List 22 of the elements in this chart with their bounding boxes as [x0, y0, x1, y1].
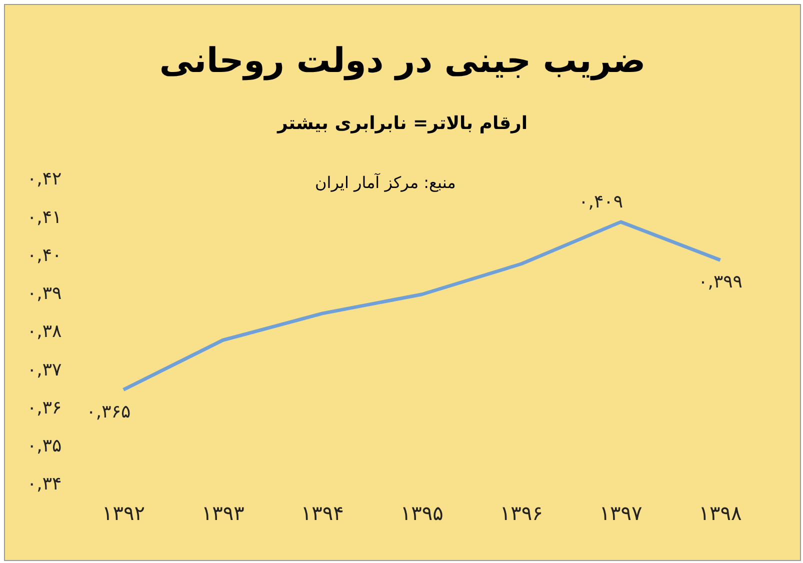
- y-tick-label: ۰,۳۹: [26, 283, 62, 304]
- x-tick-label: ۱۳۹۶: [500, 501, 543, 526]
- chart-title: ضریب جینی در دولت روحانی: [158, 41, 647, 81]
- y-tick-label: ۰,۳۴: [26, 474, 62, 495]
- y-tick-label: ۰,۳۵: [26, 436, 62, 457]
- y-tick-label: ۰,۴۰: [26, 244, 62, 266]
- chart-subtitle: ارقام بالاتر= نابرابری بیشتر: [276, 113, 529, 134]
- data-label: ۰,۳۹۹: [698, 272, 742, 293]
- y-tick-label: ۰,۳۶: [26, 397, 62, 418]
- x-tick-label: ۱۳۹۵: [400, 501, 444, 526]
- x-tick-label: ۱۳۹۲: [102, 501, 145, 526]
- data-label: ۰,۳۶۵: [86, 401, 131, 422]
- x-tick-label: ۱۳۹۳: [201, 501, 245, 526]
- annotation: منبع: مرکز آمار ایران: [315, 173, 456, 192]
- x-tick-label: ۱۳۹۷: [599, 501, 643, 526]
- x-tick-label: ۱۳۹۴: [300, 501, 344, 526]
- y-tick-label: ۰,۴۱: [26, 206, 62, 228]
- y-tick-label: ۰,۳۸: [26, 321, 62, 342]
- y-tick-label: ۰,۳۷: [26, 359, 62, 380]
- y-tick-label: ۰,۴۲: [26, 168, 62, 190]
- data-label: ۰,۴۰۹: [578, 192, 623, 213]
- x-tick-label: ۱۳۹۸: [698, 501, 742, 526]
